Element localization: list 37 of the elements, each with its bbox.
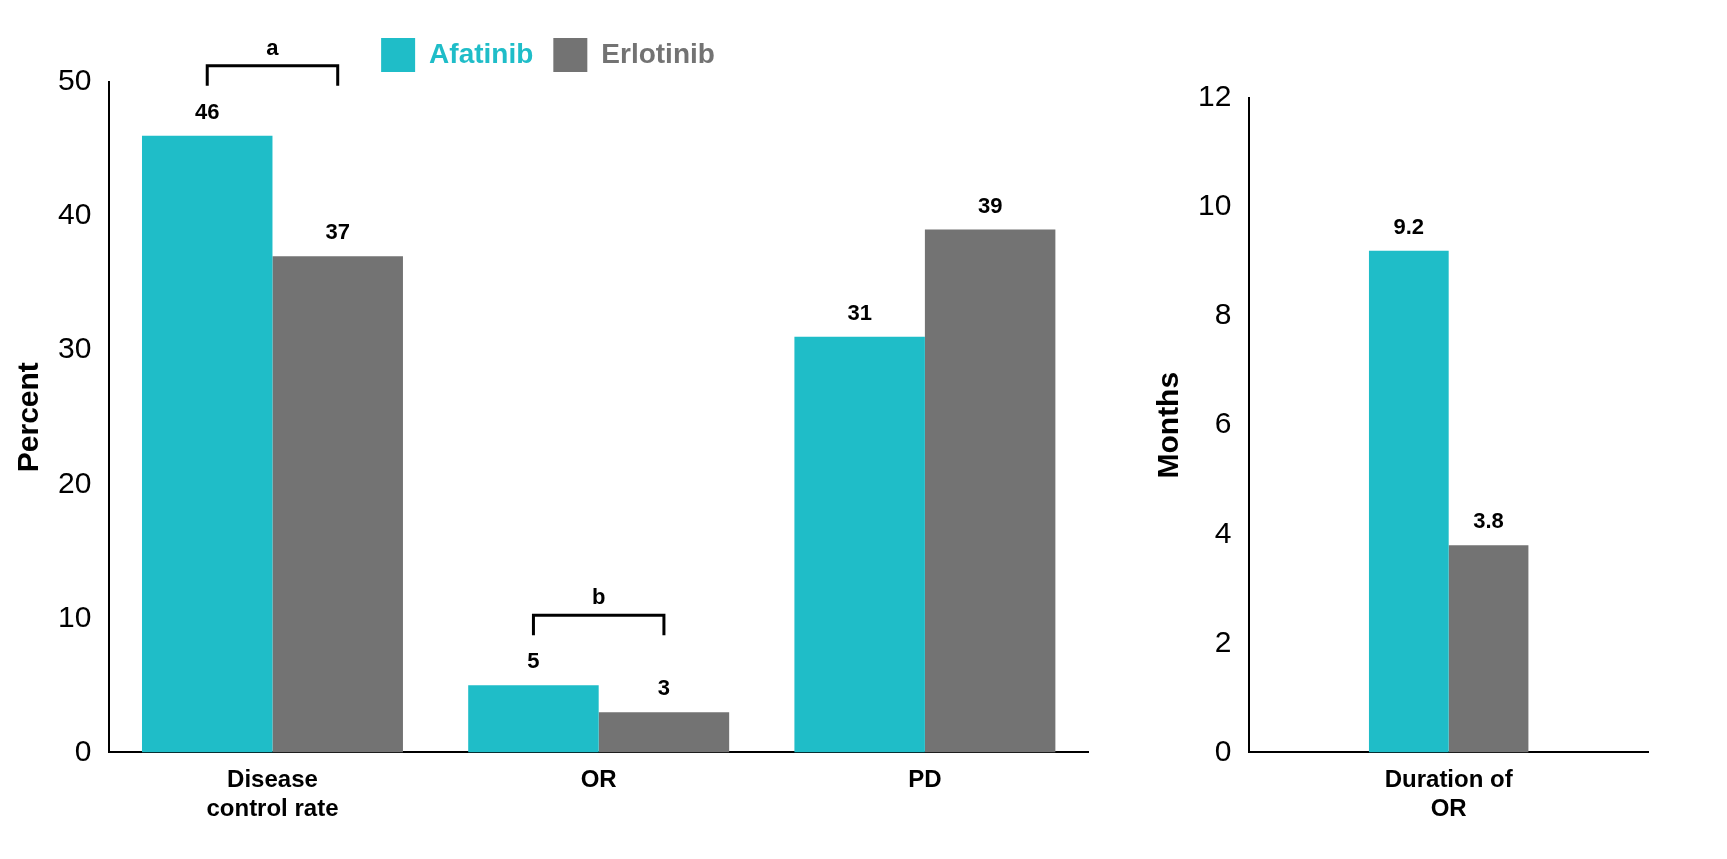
- annotation: b: [591, 584, 606, 610]
- y-tick-label: 10: [1197, 188, 1232, 222]
- bar: [924, 229, 1056, 753]
- bar: [598, 712, 730, 753]
- y-tick-label: 0: [74, 733, 92, 767]
- data-label: 37: [325, 219, 350, 245]
- y-tick-label: 20: [57, 465, 92, 499]
- data-label: 46: [194, 98, 220, 124]
- data-label: 5: [527, 648, 540, 674]
- data-label: 31: [847, 299, 872, 325]
- y-tick-label: 12: [1197, 79, 1232, 113]
- y-tick-label: 10: [57, 599, 92, 633]
- x-tick-label: PD: [908, 765, 942, 793]
- x-tick-label: Disease control rate: [206, 765, 339, 822]
- bar: [794, 336, 925, 753]
- y-tick-label: 0: [1214, 733, 1232, 767]
- x-tick-label: OR: [580, 765, 617, 793]
- y-axis-title: Percent: [11, 362, 45, 473]
- y-axis-title: Months: [1151, 371, 1185, 479]
- data-label: 3: [657, 675, 671, 701]
- y-tick-label: 30: [57, 331, 92, 365]
- text: a: [266, 34, 280, 60]
- x-tick-label: Duration of OR: [1384, 765, 1514, 822]
- data-label: 3.8: [1473, 508, 1504, 534]
- y-tick-label: 4: [1214, 515, 1232, 549]
- y-tick-label: 2: [1214, 624, 1232, 658]
- bar: [141, 135, 273, 753]
- bar: [468, 685, 599, 753]
- data-label: 9.2: [1393, 213, 1425, 239]
- y-tick-label: 40: [57, 197, 92, 231]
- data-label: 39: [977, 192, 1003, 218]
- legend-label: Erlotinib: [601, 37, 715, 69]
- y-tick-label: 8: [1214, 297, 1232, 331]
- y-tick-label: 6: [1214, 406, 1232, 440]
- legend-label: Afatinib: [429, 37, 534, 69]
- y-tick-label: 50: [57, 63, 92, 97]
- bar: [272, 256, 403, 753]
